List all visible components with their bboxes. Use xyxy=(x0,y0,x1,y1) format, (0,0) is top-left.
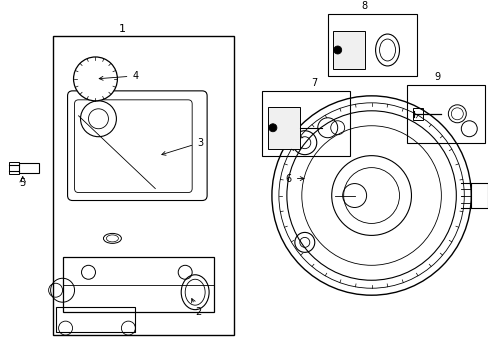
Text: 4: 4 xyxy=(99,71,138,81)
Text: 8: 8 xyxy=(361,1,367,11)
Bar xyxy=(9,162,19,174)
Text: 2: 2 xyxy=(191,298,201,317)
Bar xyxy=(327,14,417,76)
Bar xyxy=(62,257,214,312)
Bar xyxy=(407,85,484,143)
FancyBboxPatch shape xyxy=(74,100,192,193)
Circle shape xyxy=(333,46,341,54)
Text: 3: 3 xyxy=(162,138,203,155)
Bar xyxy=(267,107,299,149)
Bar xyxy=(56,307,135,332)
Bar xyxy=(470,183,487,208)
Bar xyxy=(262,91,349,156)
Bar xyxy=(53,36,234,335)
Text: 5: 5 xyxy=(20,177,26,188)
Text: 9: 9 xyxy=(433,72,440,82)
Text: 7: 7 xyxy=(311,78,317,88)
Circle shape xyxy=(460,121,476,137)
FancyBboxPatch shape xyxy=(67,91,207,201)
Bar xyxy=(413,108,423,120)
Bar xyxy=(19,163,39,172)
Circle shape xyxy=(268,124,276,132)
Circle shape xyxy=(73,57,117,101)
Bar xyxy=(332,31,364,69)
Text: 6: 6 xyxy=(285,174,304,184)
Text: 1: 1 xyxy=(119,24,125,34)
